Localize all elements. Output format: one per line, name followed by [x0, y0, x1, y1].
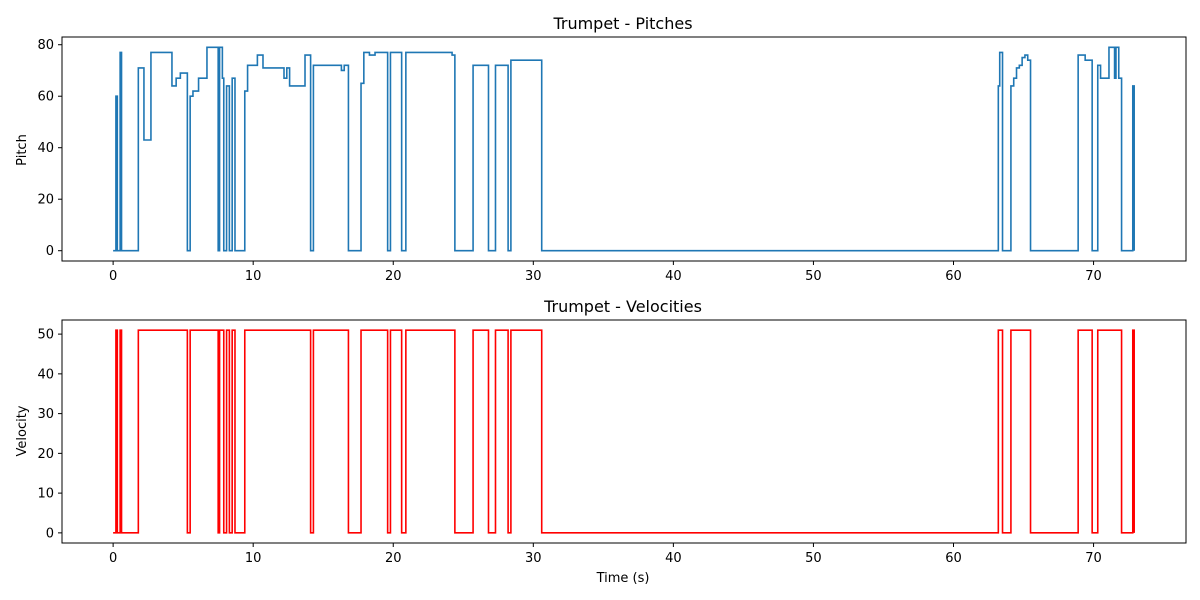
velocity-subplot: Trumpet - Velocities Velocity Time (s) 0… [15, 297, 1187, 586]
pitch-x-tick-label: 70 [1085, 269, 1102, 284]
velocity-x-tick-label: 30 [525, 551, 542, 566]
velocity-y-tick-label: 50 [37, 328, 54, 343]
pitch-x-tick-label: 30 [525, 269, 542, 284]
velocity-y-tick-label: 10 [37, 487, 54, 502]
velocity-x-axis-label: Time (s) [596, 571, 650, 586]
pitch-x-tick-label: 10 [245, 269, 262, 284]
velocity-x-tick-label: 50 [805, 551, 822, 566]
pitch-x-tick-label: 20 [385, 269, 402, 284]
pitch-y-tick-label: 60 [37, 90, 54, 105]
pitch-series-line [113, 46, 1135, 252]
pitch-y-tick-label: 0 [46, 244, 54, 259]
pitch-y-tick-label: 20 [37, 193, 54, 208]
pitch-chart-title: Trumpet - Pitches [552, 14, 692, 33]
velocity-x-tick-label: 10 [245, 551, 262, 566]
pitch-x-tick-label: 60 [945, 269, 962, 284]
velocity-plot-frame [61, 319, 1187, 544]
velocity-x-tick-label: 70 [1085, 551, 1102, 566]
pitch-y-tick-label: 40 [37, 141, 54, 156]
velocity-x-tick-label: 20 [385, 551, 402, 566]
velocity-y-tick-label: 40 [37, 367, 54, 382]
pitch-x-tick-label: 0 [109, 269, 117, 284]
velocity-x-tick-label: 60 [945, 551, 962, 566]
pitch-plot-frame [61, 36, 1187, 262]
velocity-y-tick-label: 20 [37, 447, 54, 462]
velocity-x-tick-label: 40 [665, 551, 682, 566]
velocity-x-tick-label: 0 [109, 551, 117, 566]
pitch-subplot: Trumpet - Pitches Pitch 0 10 20 30 40 50 60 70 0… [15, 14, 1187, 284]
pitch-x-tick-label: 50 [805, 269, 822, 284]
velocity-series-line [113, 329, 1135, 534]
velocity-y-tick-label: 30 [37, 407, 54, 422]
pitch-x-tick-label: 40 [665, 269, 682, 284]
velocity-y-tick-label: 0 [46, 526, 54, 541]
velocity-y-axis-label: Velocity [15, 405, 30, 456]
pitch-y-tick-label: 80 [37, 38, 54, 53]
pitch-y-axis-label: Pitch [15, 134, 30, 166]
velocity-chart-title: Trumpet - Velocities [543, 297, 702, 316]
